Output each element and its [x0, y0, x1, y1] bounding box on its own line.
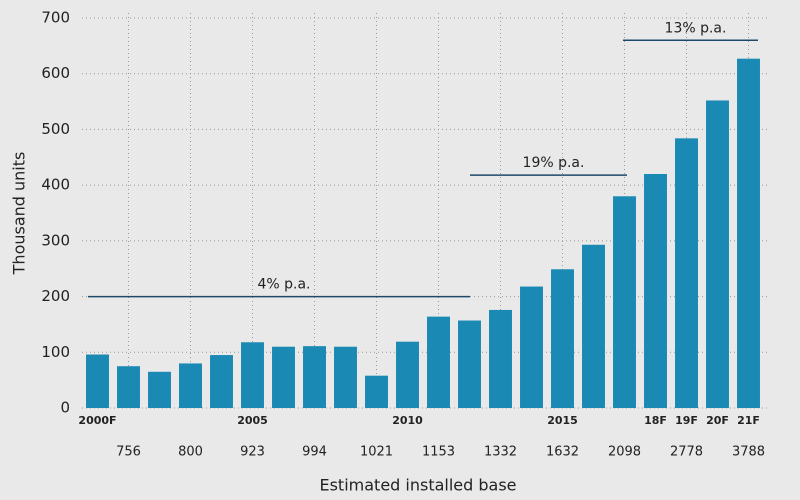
x2-tick-label: 1021 [360, 445, 393, 460]
x-tick-label: 2000F [78, 414, 116, 427]
x2-tick-label: 2098 [608, 445, 641, 460]
bar [334, 346, 357, 408]
y-tick-label: 300 [41, 231, 70, 249]
x2-tick-label: 1332 [484, 445, 517, 460]
bar [582, 244, 605, 408]
bar [210, 355, 233, 408]
bar [737, 58, 760, 409]
x-tick-label: 2005 [237, 414, 268, 427]
bar [179, 363, 202, 408]
y-tick-label: 700 [41, 9, 70, 27]
x-tick-label: 20F [706, 414, 729, 427]
bar [644, 174, 667, 408]
bar [86, 354, 109, 408]
bar [148, 371, 171, 408]
bar [458, 320, 481, 408]
bar [117, 366, 140, 408]
bar [241, 342, 264, 408]
bar [489, 309, 512, 408]
x2-tick-label: 3788 [732, 445, 765, 460]
bar [396, 341, 419, 408]
x-tick-label: 21F [737, 414, 760, 427]
y-tick-label: 200 [41, 287, 70, 305]
x2-tick-label: 1153 [422, 445, 455, 460]
bar [303, 346, 326, 408]
bar [365, 375, 388, 408]
bar [520, 286, 543, 408]
annotation-label: 19% p.a. [523, 155, 585, 171]
y-tick-label: 0 [60, 399, 70, 417]
x2-tick-label: 923 [240, 445, 265, 460]
bar [551, 269, 574, 408]
x2-tick-label: 800 [178, 445, 203, 460]
y-tick-label: 500 [41, 120, 70, 138]
x-tick-label: 2010 [392, 414, 423, 427]
y-tick-label: 600 [41, 64, 70, 82]
y-tick-label: 100 [41, 343, 70, 361]
y-tick-label: 400 [41, 176, 70, 194]
bar [706, 100, 729, 408]
x2-tick-label: 756 [116, 445, 141, 460]
x-tick-label: 2015 [547, 414, 578, 427]
y-axis-label: Thousand units [10, 152, 29, 276]
x2-tick-label: 994 [302, 445, 327, 460]
bar [272, 346, 295, 408]
annotation-label: 13% p.a. [665, 20, 727, 36]
x-axis-label: Estimated installed base [319, 476, 516, 495]
bar [427, 316, 450, 408]
bar [675, 138, 698, 409]
x2-tick-label: 2778 [670, 445, 703, 460]
bar [613, 196, 636, 408]
x-tick-label: 19F [675, 414, 698, 427]
annotation-label: 4% p.a. [257, 277, 310, 293]
x-tick-label: 18F [644, 414, 667, 427]
x2-tick-label: 1632 [546, 445, 579, 460]
